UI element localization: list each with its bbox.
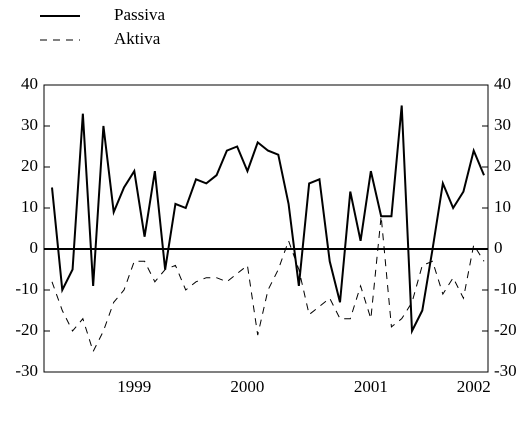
y-tick-label: -30 bbox=[15, 361, 38, 380]
legend-label: Passiva bbox=[114, 5, 165, 24]
y-tick-label: 30 bbox=[21, 115, 38, 134]
x-tick-label: 2000 bbox=[230, 377, 264, 396]
y-tick-label: -10 bbox=[15, 279, 38, 298]
x-tick-label: 1999 bbox=[117, 377, 151, 396]
y2-tick-label: -10 bbox=[494, 279, 517, 298]
y2-tick-label: -30 bbox=[494, 361, 517, 380]
y2-tick-label: 10 bbox=[494, 197, 511, 216]
y2-tick-label: 30 bbox=[494, 115, 511, 134]
x-tick-label: 2002 bbox=[457, 377, 491, 396]
y-tick-label: 10 bbox=[21, 197, 38, 216]
y2-tick-label: 0 bbox=[494, 238, 503, 257]
y-tick-label: 20 bbox=[21, 156, 38, 175]
y2-tick-label: 40 bbox=[494, 74, 511, 93]
y-tick-label: 0 bbox=[30, 238, 39, 257]
plot-frame bbox=[43, 84, 489, 373]
series-line bbox=[51, 216, 485, 353]
y2-tick-label: 20 bbox=[494, 156, 511, 175]
y-tick-label: 40 bbox=[21, 74, 38, 93]
series-line bbox=[51, 105, 485, 335]
y2-tick-label: -20 bbox=[494, 320, 517, 339]
legend-label: Aktiva bbox=[114, 29, 161, 48]
x-tick-label: 2001 bbox=[354, 377, 388, 396]
y-tick-label: -20 bbox=[15, 320, 38, 339]
